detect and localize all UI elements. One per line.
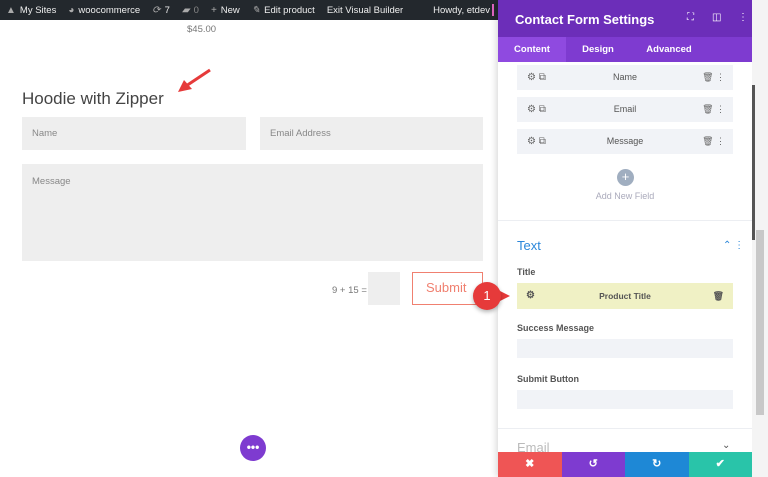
divider — [498, 220, 752, 221]
discard-button[interactable]: ✖ — [498, 452, 562, 477]
panel-scrollbar-thumb[interactable] — [752, 85, 755, 240]
site-link[interactable]: ◕ woocommerce — [68, 4, 141, 16]
name-field[interactable]: Name — [22, 117, 246, 150]
annotation-callout: 1 — [473, 282, 501, 310]
dashboard-icon: ◕ — [68, 4, 75, 16]
tab-content[interactable]: Content — [498, 37, 566, 62]
title-dynamic-field[interactable]: ⚙ Product Title 🗑 — [517, 283, 733, 309]
edit-product-link[interactable]: ✎ Edit product — [251, 4, 315, 16]
plus-icon: + — [210, 4, 217, 16]
add-field-button[interactable]: + — [617, 169, 634, 186]
gear-icon[interactable]: ⚙ ⧉ — [527, 136, 546, 147]
field-row-email[interactable]: ⚙ ⧉ Email 🗑 ⋮ — [517, 97, 733, 122]
callout-pointer — [498, 290, 510, 302]
sites-icon: ▲ — [6, 4, 16, 16]
field-row-message[interactable]: ⚙ ⧉ Message 🗑 ⋮ — [517, 129, 733, 154]
exit-visual-builder-link[interactable]: Exit Visual Builder — [326, 4, 404, 16]
submit-button-label: Submit Button — [517, 374, 579, 384]
redo-button[interactable]: ↻ — [625, 452, 689, 477]
chevron-down-icon[interactable]: ⌄ — [722, 440, 731, 451]
divider — [498, 428, 752, 429]
form-title: Hoodie with Zipper — [22, 89, 164, 108]
my-sites-link[interactable]: ▲ My Sites — [6, 4, 57, 16]
submit-button[interactable]: Submit — [412, 272, 483, 305]
tab-design[interactable]: Design — [582, 44, 614, 55]
trash-icon[interactable]: 🗑 — [712, 291, 724, 301]
submit-button-input[interactable] — [517, 390, 733, 409]
annotation-arrow-icon — [178, 68, 211, 92]
scrollbar-thumb[interactable] — [756, 230, 764, 415]
comment-icon: ▰ — [181, 4, 190, 16]
gear-icon[interactable]: ⚙ ⧉ — [527, 104, 546, 115]
more-options-button[interactable]: ••• — [240, 435, 266, 461]
howdy-user[interactable]: Howdy, etdev — [433, 5, 490, 16]
tab-advanced[interactable]: Advanced — [646, 44, 692, 55]
panel-tabs: Content Design Advanced — [498, 37, 752, 62]
add-field-label[interactable]: Add New Field — [595, 191, 655, 201]
action-bar: ✖ ↺ ↻ ✔ — [498, 452, 752, 477]
fullscreen-icon[interactable]: ⛶ — [687, 12, 694, 23]
split-view-icon[interactable]: ◫ — [712, 12, 722, 23]
updates-link[interactable]: ⟳ 7 — [152, 4, 170, 16]
gear-icon[interactable]: ⚙ ⧉ — [527, 72, 546, 83]
section-email-heading[interactable]: Email — [517, 440, 550, 455]
trash-icon[interactable]: 🗑 ⋮ — [702, 72, 725, 82]
chevron-up-icon[interactable]: ⌃ ⋮ — [723, 240, 745, 251]
field-row-name[interactable]: ⚙ ⧉ Name 🗑 ⋮ — [517, 65, 733, 90]
refresh-icon: ⟳ — [152, 4, 161, 16]
title-label: Title — [517, 267, 536, 277]
success-message-input[interactable] — [517, 339, 733, 358]
avatar — [492, 4, 494, 16]
pencil-icon: ✎ — [251, 4, 261, 16]
comments-link[interactable]: ▰ 0 — [181, 4, 199, 16]
email-field[interactable]: Email Address — [260, 117, 483, 150]
success-message-label: Success Message — [517, 323, 595, 333]
captcha-input[interactable] — [368, 272, 400, 305]
settings-panel: Contact Form Settings ⛶ ◫ ⋮ Content Desi… — [498, 0, 752, 477]
message-field[interactable]: Message — [22, 164, 483, 261]
kebab-menu-icon[interactable]: ⋮ — [738, 12, 748, 23]
captcha-question: 9 + 15 = — [332, 285, 367, 296]
trash-icon[interactable]: 🗑 ⋮ — [702, 104, 725, 114]
new-link[interactable]: + New — [210, 4, 240, 16]
trash-icon[interactable]: 🗑 ⋮ — [702, 136, 725, 146]
save-button[interactable]: ✔ — [688, 452, 752, 477]
section-text-heading[interactable]: Text — [517, 238, 541, 253]
panel-title: Contact Form Settings — [498, 0, 752, 37]
product-price: $45.00 — [187, 24, 217, 35]
undo-button[interactable]: ↺ — [561, 452, 625, 477]
gear-icon[interactable]: ⚙ — [526, 290, 535, 301]
